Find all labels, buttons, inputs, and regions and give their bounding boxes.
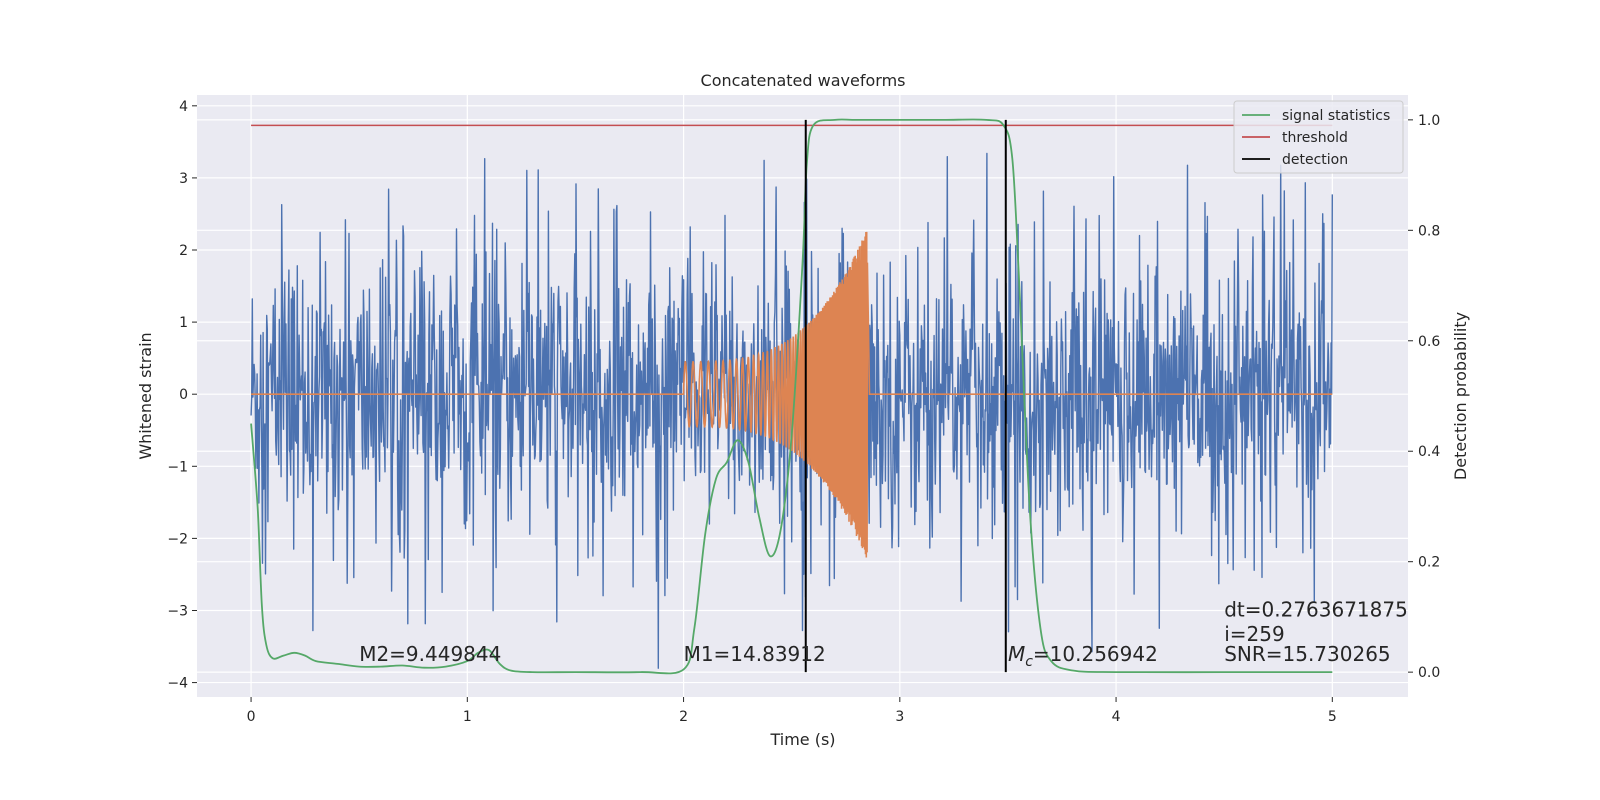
annotation-text: SNR=15.730265 [1224, 642, 1390, 666]
legend-box [1233, 100, 1404, 174]
legend-label: threshold [1282, 130, 1348, 146]
y-axis-label: Whitened strain [136, 332, 155, 459]
annotation-text: Mc=10.256942 [1008, 642, 1158, 670]
y-right-tick-label: 0.8 [1418, 223, 1440, 239]
y-tick-label: −4 [167, 676, 188, 692]
y-tick-label: −3 [167, 603, 188, 619]
noise-series [250, 152, 1333, 669]
x-tick-label: 0 [247, 709, 256, 725]
x-tick-label: 3 [895, 709, 904, 725]
y-tick-label: 4 [179, 99, 188, 115]
annotation-text: M2=9.449844 [359, 642, 501, 666]
template-line [251, 231, 1333, 558]
ticks: 0 1 2 3 4 5 −4 −3 −2 −1 0 1 2 3 4 0.0 0.2 0.4 0.6 0.8 1.0 [167, 99, 1440, 725]
x-tick-label: 4 [1112, 709, 1121, 725]
y-tick-label: −1 [167, 459, 188, 475]
y-tick-label: −2 [167, 531, 188, 547]
y-right-tick-label: 1.0 [1418, 113, 1440, 129]
probability-layer [250, 118, 1333, 675]
legend: signal statistics threshold detection [1233, 100, 1404, 174]
y-right-tick-label: 0.6 [1418, 334, 1440, 350]
legend-label: detection [1282, 152, 1348, 168]
y-axis-right-label: Detection probability [1451, 312, 1470, 480]
x-tick-label: 2 [679, 709, 688, 725]
y-right-tick-label: 0.2 [1418, 555, 1440, 571]
signal-statistics-line [250, 118, 1333, 675]
annotation-text: dt=0.2763671875 [1224, 597, 1408, 621]
y-tick-label: 2 [179, 243, 188, 259]
annotation-symbol: M [1008, 642, 1025, 666]
annotation-text: i=259 [1224, 622, 1285, 646]
y-right-tick-label: 0.4 [1418, 444, 1440, 460]
legend-label: signal statistics [1282, 108, 1390, 124]
x-tick-label: 5 [1328, 709, 1337, 725]
annotation-value: =10.256942 [1033, 642, 1158, 666]
y-right-tick-label: 0.0 [1418, 665, 1440, 681]
chirp-series [251, 231, 1333, 558]
annotation-text: M1=14.83912 [684, 642, 826, 666]
y-tick-label: 0 [179, 387, 188, 403]
chart-title: Concatenated waveforms [701, 71, 906, 90]
y-tick-label: 3 [179, 171, 188, 187]
x-axis-label: Time (s) [769, 730, 835, 749]
annotation-subscript: c [1025, 654, 1033, 670]
noise-line [250, 152, 1333, 669]
annotations: M2=9.449844 M1=14.83912 Mc=10.256942 dt=0.2… [359, 597, 1408, 670]
x-tick-label: 1 [463, 709, 472, 725]
y-tick-label: 1 [179, 315, 188, 331]
